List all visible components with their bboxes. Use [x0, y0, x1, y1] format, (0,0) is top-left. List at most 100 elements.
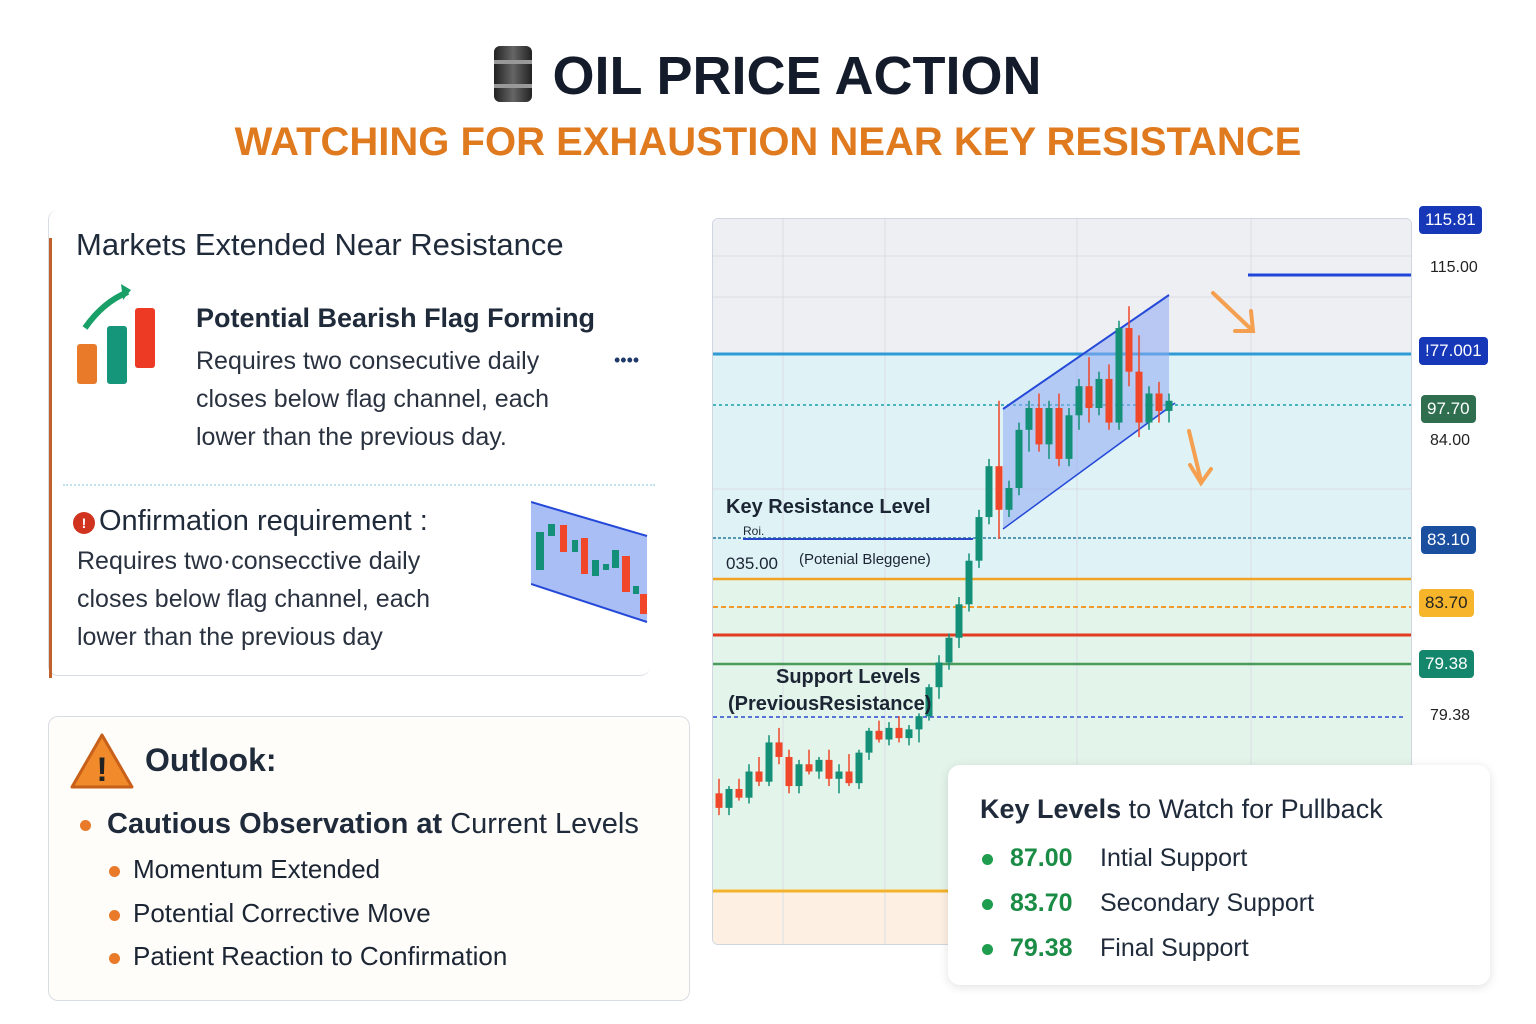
outlook-main-bold: Cautious Observation at: [107, 808, 443, 840]
bullet-icon: [109, 910, 120, 921]
candle-down: [845, 771, 853, 784]
candles: [715, 306, 1173, 816]
support-label-2: (PreviousResistance): [728, 693, 932, 715]
price-tag: !77.001: [1419, 337, 1488, 366]
candle-up: [1145, 393, 1153, 423]
candle-up: [815, 759, 823, 772]
alert-icon: !: [73, 512, 95, 534]
candle-up: [885, 727, 893, 740]
oil-barrel-icon: [494, 46, 533, 102]
candle-up: [1075, 386, 1083, 416]
bullet-icon: [982, 944, 993, 955]
candle-up: [935, 662, 943, 688]
bar-chart-rising-icon: [77, 284, 155, 384]
candle-down: [895, 727, 903, 739]
candle-down: [825, 759, 833, 779]
candle-up: [965, 560, 973, 605]
flag-lower-line: [1002, 402, 1176, 530]
price-tag: 83.70: [1419, 589, 1474, 618]
title-text: OIL PRICE ACTION: [552, 46, 1042, 106]
card-heading: Markets Extended Near Resistance: [76, 227, 564, 262]
candle-up: [975, 517, 983, 561]
candle-down: [755, 771, 763, 782]
divider: [63, 484, 655, 486]
confirm-text-line: lower than the previous day: [77, 623, 383, 651]
page-subtitle: WATCHING FOR EXHAUSTION NEAR KEY RESISTA…: [234, 120, 1302, 164]
page-title: OIL PRICE ACTION: [0, 44, 1536, 109]
accent-bar: [49, 238, 52, 678]
level-value: 87.00: [1010, 844, 1073, 872]
candle-up: [1065, 415, 1073, 459]
candle-up: [835, 771, 843, 779]
flag-text-line: lower than the previous day.: [196, 423, 507, 451]
candle-up: [1025, 408, 1033, 430]
bullet-icon: [109, 866, 120, 877]
candle-down: [1125, 328, 1133, 372]
key-resistance-label: Key Resistance Level: [726, 496, 931, 518]
candle-up: [1015, 429, 1023, 488]
candle-down: [805, 764, 813, 772]
candle-up: [905, 729, 913, 739]
level-value: 79.38: [1010, 934, 1073, 962]
candle-up: [865, 730, 873, 753]
candle-down: [1105, 378, 1113, 423]
candle-down: [1135, 371, 1143, 423]
outlook-main-rest: Current Levels: [442, 808, 639, 840]
level-note-2: (Potenial Bleggene): [799, 551, 931, 568]
down-arrow-icon: [1187, 429, 1213, 487]
candle-down: [715, 793, 723, 808]
price-tag: 83.10: [1421, 526, 1476, 555]
candle-up: [725, 788, 733, 808]
candle-down: [785, 756, 793, 787]
candle-up: [855, 752, 863, 784]
flag-title: Potential Bearish Flag Forming: [196, 303, 596, 333]
candle-up: [915, 716, 923, 730]
level-value: 83.70: [1010, 889, 1073, 917]
confirmation-title: Onfirmation requirement :: [99, 505, 428, 537]
axis-label: 115.00: [1430, 259, 1478, 276]
candle-up: [795, 764, 803, 787]
support-label: Support Levels: [776, 666, 921, 688]
outlook-card: ! Outlook: Cautious Observation at Curre…: [48, 716, 690, 1001]
flag-upper-line: [1002, 294, 1170, 410]
candle-down: [1035, 408, 1043, 445]
level-label: Final Support: [1100, 934, 1249, 962]
candle-up: [925, 687, 933, 717]
down-arrow-icon: [1211, 291, 1256, 333]
outlook-item: Momentum Extended: [133, 854, 381, 884]
candle-up: [745, 771, 753, 798]
candle-up: [945, 637, 953, 663]
more-dots-icon[interactable]: ••••: [614, 350, 640, 370]
outlook-item: Patient Reaction to Confirmation: [133, 941, 508, 971]
bullet-icon: [80, 820, 91, 831]
price-tag: 115.81: [1419, 206, 1482, 235]
candle-down: [875, 730, 883, 740]
candle-down: [1085, 386, 1093, 409]
level-note: 035.00: [726, 554, 778, 573]
outlook-title: Outlook:: [145, 742, 277, 778]
candle-down: [995, 466, 1003, 510]
key-levels-title-rest: to Watch for Pullback: [1121, 794, 1383, 824]
bullet-icon: [982, 899, 993, 910]
price-tag: 79.38: [1419, 650, 1474, 679]
small-label: Roi.: [743, 524, 973, 541]
candle-down: [1155, 393, 1163, 411]
candle-up: [1165, 400, 1173, 411]
candle-up: [1115, 328, 1123, 423]
candle-up: [1095, 378, 1103, 409]
level-label: Intial Support: [1100, 844, 1248, 872]
outlook-item: Potential Corrective Move: [133, 898, 431, 928]
flag-text-line: closes below flag channel, each: [196, 385, 550, 413]
axis-label: 79.38: [1430, 707, 1471, 724]
candle-up: [955, 604, 963, 638]
candle-down: [775, 742, 783, 757]
key-levels-panel: Key Levels to Watch for Pullback 87.00 I…: [948, 765, 1490, 985]
flag-text-line: Requires two consecutive daily: [196, 347, 540, 375]
candle-up: [765, 742, 773, 782]
confirm-text-line: Requires two·consecctive daily: [77, 547, 421, 575]
current-price-tag: 97.70: [1421, 395, 1476, 424]
bear-flag-thumbnail: [531, 501, 648, 623]
candle-up: [1045, 408, 1053, 445]
warning-icon: !: [70, 733, 134, 789]
svg-text:!: !: [96, 751, 107, 789]
